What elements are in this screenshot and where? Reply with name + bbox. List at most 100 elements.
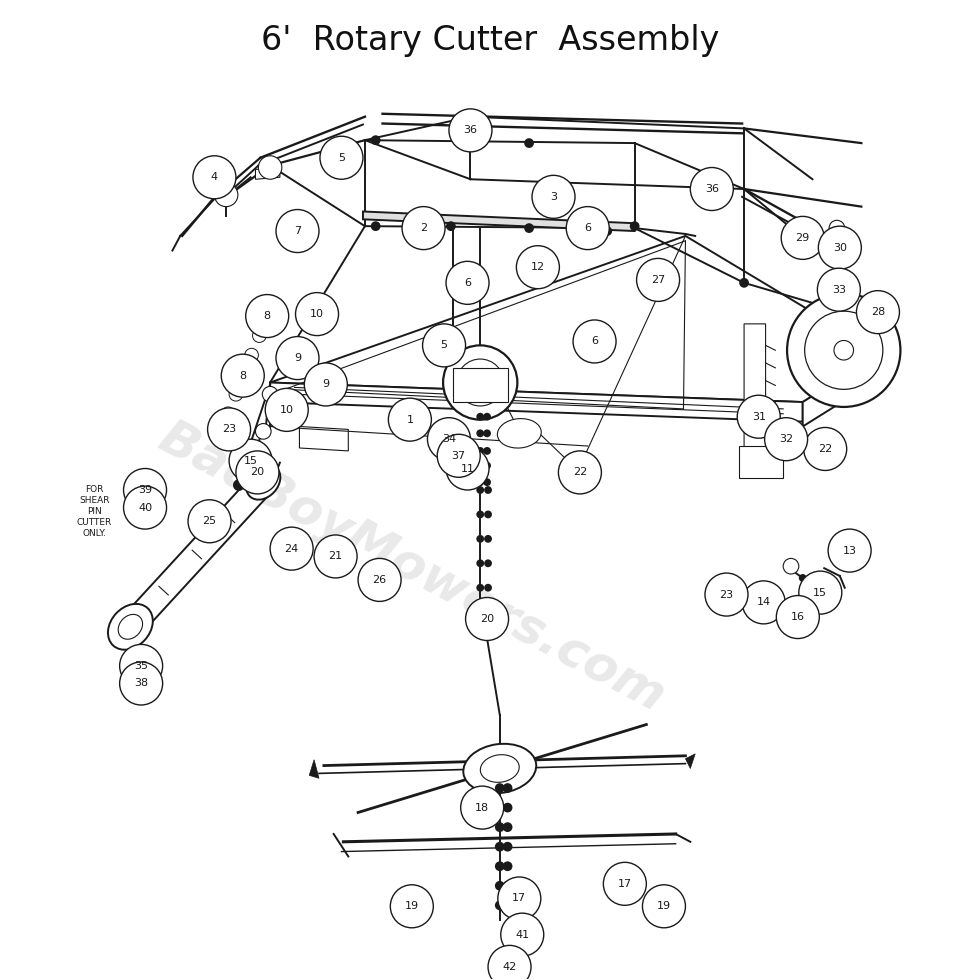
Circle shape	[370, 221, 380, 231]
Polygon shape	[270, 382, 803, 421]
Circle shape	[237, 368, 251, 381]
Circle shape	[476, 478, 484, 486]
Circle shape	[805, 312, 883, 389]
Circle shape	[422, 323, 466, 367]
Circle shape	[705, 573, 748, 616]
Text: 21: 21	[328, 552, 343, 562]
Circle shape	[799, 571, 842, 614]
Circle shape	[263, 386, 278, 402]
Circle shape	[857, 291, 900, 333]
Circle shape	[495, 783, 505, 793]
Text: 14: 14	[757, 598, 770, 608]
Circle shape	[446, 221, 456, 231]
Text: 16: 16	[791, 612, 805, 622]
Text: 40: 40	[138, 503, 152, 513]
Circle shape	[484, 535, 492, 543]
Circle shape	[476, 413, 484, 420]
Circle shape	[503, 803, 513, 812]
Circle shape	[476, 560, 484, 567]
Text: 6: 6	[464, 277, 471, 288]
Text: 20: 20	[480, 614, 494, 624]
Circle shape	[259, 156, 282, 179]
Text: 8: 8	[264, 311, 270, 321]
Circle shape	[818, 226, 861, 270]
Circle shape	[503, 783, 513, 793]
Circle shape	[495, 901, 505, 910]
Text: 22: 22	[572, 467, 587, 477]
Circle shape	[370, 135, 380, 145]
Circle shape	[495, 803, 505, 812]
Text: 23: 23	[222, 424, 236, 434]
Circle shape	[643, 885, 685, 928]
Circle shape	[495, 861, 505, 871]
Text: 9: 9	[322, 379, 329, 389]
Circle shape	[266, 388, 309, 431]
Circle shape	[446, 262, 489, 305]
Circle shape	[495, 842, 505, 852]
Circle shape	[501, 913, 544, 956]
Circle shape	[488, 946, 531, 980]
Circle shape	[476, 535, 484, 543]
Text: 12: 12	[531, 263, 545, 272]
Text: 18: 18	[475, 803, 489, 812]
Circle shape	[566, 207, 610, 250]
Circle shape	[637, 259, 679, 302]
Circle shape	[437, 434, 480, 477]
Circle shape	[276, 336, 318, 379]
Circle shape	[783, 559, 799, 574]
Text: 15: 15	[244, 456, 258, 466]
Circle shape	[319, 136, 363, 179]
Text: 35: 35	[134, 661, 148, 671]
Text: 10: 10	[279, 405, 294, 415]
Text: 27: 27	[651, 275, 665, 285]
Circle shape	[402, 207, 445, 250]
Circle shape	[236, 451, 279, 494]
Circle shape	[484, 486, 492, 494]
Circle shape	[690, 168, 733, 211]
Polygon shape	[363, 212, 635, 231]
Text: 30: 30	[833, 243, 847, 253]
Text: 26: 26	[372, 575, 387, 585]
Circle shape	[233, 479, 245, 491]
Circle shape	[305, 363, 347, 406]
Circle shape	[229, 439, 272, 482]
Polygon shape	[744, 323, 775, 461]
Ellipse shape	[498, 418, 541, 448]
Circle shape	[573, 319, 616, 363]
Circle shape	[449, 109, 492, 152]
Circle shape	[461, 786, 504, 829]
Text: 29: 29	[796, 233, 809, 243]
Circle shape	[630, 221, 640, 231]
Polygon shape	[739, 446, 783, 478]
Circle shape	[814, 574, 822, 582]
Text: BadBoyMowers.com: BadBoyMowers.com	[151, 414, 673, 722]
Circle shape	[484, 584, 492, 592]
Text: 39: 39	[138, 485, 152, 495]
Circle shape	[253, 328, 267, 342]
Circle shape	[261, 310, 274, 322]
Text: 37: 37	[452, 451, 466, 461]
Circle shape	[495, 881, 505, 891]
Text: 7: 7	[294, 226, 301, 236]
Text: 15: 15	[813, 588, 827, 598]
Text: 6: 6	[591, 336, 598, 347]
Circle shape	[524, 138, 534, 148]
Text: 33: 33	[832, 284, 846, 295]
Circle shape	[484, 560, 492, 567]
Circle shape	[834, 340, 854, 360]
Ellipse shape	[119, 614, 142, 639]
Circle shape	[503, 861, 513, 871]
Circle shape	[483, 462, 491, 469]
Text: 2: 2	[420, 223, 427, 233]
Polygon shape	[256, 168, 280, 179]
Text: 25: 25	[203, 516, 217, 526]
Circle shape	[276, 210, 318, 253]
Text: 24: 24	[284, 544, 299, 554]
Circle shape	[193, 156, 236, 199]
Text: 6: 6	[584, 223, 591, 233]
Circle shape	[483, 429, 491, 437]
Circle shape	[476, 511, 484, 518]
Polygon shape	[453, 368, 508, 402]
Circle shape	[737, 395, 780, 438]
Circle shape	[804, 427, 847, 470]
